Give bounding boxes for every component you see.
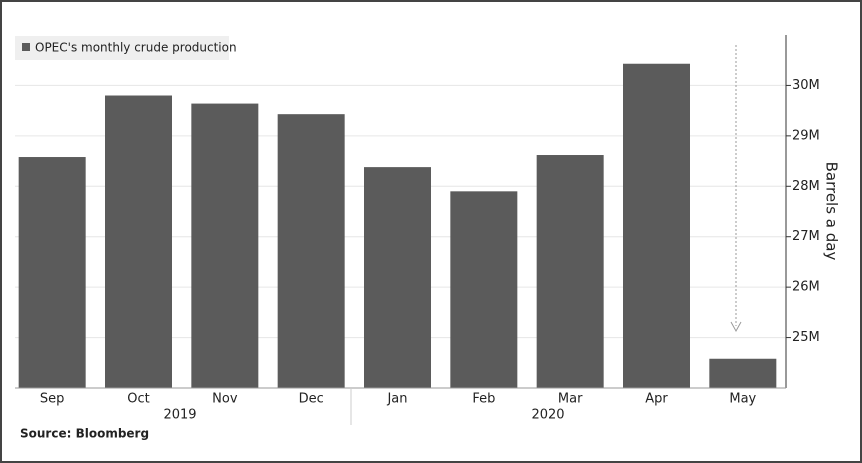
legend-label: OPEC's monthly crude production: [35, 41, 237, 55]
bar: [623, 63, 690, 388]
legend-box: [15, 36, 229, 60]
bar: [450, 191, 518, 388]
year-label: 2020: [531, 408, 564, 423]
x-tick-label: May: [729, 392, 756, 407]
x-tick-label: Dec: [299, 392, 324, 407]
x-tick-label: Nov: [212, 392, 238, 407]
bar: [18, 157, 86, 388]
y-tick-label: 25M: [792, 330, 820, 345]
bar: [536, 155, 604, 388]
bar: [277, 114, 345, 389]
annotation-arrowhead: [730, 321, 742, 333]
y-tick-label: 26M: [792, 280, 820, 295]
x-tick-label: Mar: [558, 392, 583, 407]
x-tick-label: Jan: [386, 392, 407, 407]
legend-swatch: [22, 43, 30, 51]
bar: [105, 95, 172, 388]
y-tick-label: 29M: [792, 128, 820, 143]
y-tick-label: 27M: [792, 229, 820, 244]
x-tick-label: Feb: [472, 392, 495, 407]
bar: [364, 167, 431, 388]
x-tick-label: Sep: [40, 392, 65, 407]
x-tick-label: Oct: [127, 392, 149, 407]
source: Source: Bloomberg: [20, 427, 149, 441]
y-axis-label: Barrels a day: [823, 162, 841, 261]
year-label: 2019: [163, 408, 196, 423]
bar: [709, 358, 777, 388]
y-tick-label: 30M: [792, 78, 820, 93]
y-tick-label: 28M: [792, 179, 820, 194]
bar: [191, 103, 259, 388]
x-tick-label: Apr: [645, 392, 668, 407]
